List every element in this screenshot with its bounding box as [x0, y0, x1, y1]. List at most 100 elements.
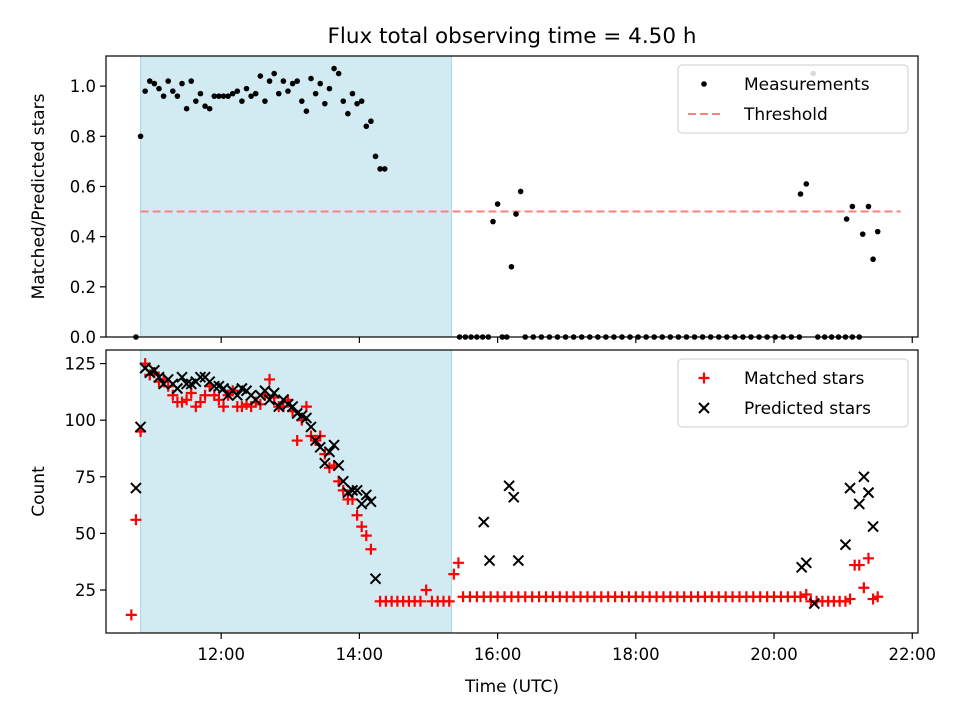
predicted-stars-point — [808, 597, 821, 610]
measurements-point — [381, 166, 388, 172]
y-tick-label: 0.6 — [70, 177, 96, 196]
measurements-point — [490, 218, 496, 225]
measurements-point — [322, 100, 328, 107]
measurements-point — [372, 153, 379, 160]
measurements-point — [266, 78, 273, 84]
measurements-point — [170, 88, 176, 94]
y-tick-label: 0.8 — [70, 127, 96, 146]
matched-stars-point — [365, 543, 377, 555]
matched-stars-point — [217, 401, 229, 413]
measurements-point — [494, 201, 501, 207]
legend-label: Matched stars — [744, 369, 864, 389]
plot-frame — [105, 55, 919, 338]
predicted-stars-point — [839, 538, 852, 551]
matched-stars-point — [167, 389, 179, 401]
predicted-stars-point — [862, 486, 875, 499]
measurements-point — [508, 263, 515, 270]
predicted-stars-point — [483, 554, 496, 567]
matched-stars-point — [452, 557, 464, 569]
measurements-point — [165, 78, 171, 84]
legend-label: Measurements — [744, 75, 870, 95]
predicted-stars-point — [300, 412, 313, 424]
predicted-stars-point — [259, 385, 271, 397]
predicted-stars-point — [508, 491, 520, 503]
measurements-point — [225, 93, 231, 99]
measurements-point — [234, 88, 241, 94]
y-tick-label: 1.0 — [70, 77, 96, 96]
measurements-point — [308, 75, 314, 82]
predicted-stars-point — [231, 389, 244, 401]
y-tick-label: 0.0 — [70, 328, 96, 347]
predicted-stars-point — [309, 434, 322, 447]
x-axis-label: Time (UTC) — [464, 677, 559, 697]
predicted-stars-point — [503, 480, 515, 492]
legend: Measurements Threshold — [677, 64, 909, 134]
matched-stars-point — [443, 595, 455, 607]
measurements-point — [257, 73, 264, 79]
measurements-point — [312, 90, 319, 97]
predicted-stars-point — [305, 421, 317, 433]
x-tick-label: 12:00 — [197, 645, 245, 664]
measurements-point — [345, 110, 351, 117]
y-tick-label: 100 — [65, 411, 97, 430]
measurements-point — [377, 166, 383, 172]
measurements-point — [248, 93, 254, 99]
predicted-stars-point — [867, 520, 879, 533]
measurements-point — [331, 65, 337, 72]
measurements-point — [294, 78, 300, 84]
measurements-point — [179, 80, 185, 87]
matched-stars-point — [853, 559, 865, 571]
measurements-point — [349, 90, 356, 97]
measurements-point — [363, 123, 370, 130]
predicted-stars-point — [208, 380, 220, 392]
matched-stars-point — [199, 389, 211, 401]
predicted-stars-point — [355, 498, 368, 510]
predicted-stars-point — [286, 400, 299, 413]
predicted-stars-point — [171, 382, 184, 395]
matched-stars-point — [194, 396, 206, 408]
y-tick-label: 125 — [65, 355, 97, 374]
predicted-stars-point — [273, 400, 285, 413]
measurements-point — [285, 88, 291, 94]
measurements-point — [303, 108, 310, 114]
predicted-stars-point — [314, 441, 326, 454]
measurements-point — [326, 85, 333, 92]
predicted-stars-point — [217, 382, 230, 395]
predicted-stars-point — [360, 489, 373, 501]
measurements-point — [517, 188, 524, 195]
predicted-stars-point — [512, 554, 525, 567]
observing-window-shade — [140, 55, 453, 338]
matched-stars-point — [800, 589, 812, 601]
measurements-point — [859, 231, 866, 237]
measurements-point — [340, 98, 347, 104]
measurements-point — [239, 98, 245, 104]
y-tick-label: 0.4 — [70, 228, 96, 247]
predicted-stars-point — [337, 475, 349, 488]
measurements-point — [874, 228, 881, 235]
predicted-stars-point — [319, 457, 331, 469]
legend: Matched stars Predicted stars — [677, 358, 909, 428]
plot-frame — [105, 349, 919, 634]
predicted-stars-point — [134, 421, 147, 433]
measurements-point — [275, 90, 282, 97]
measurements-point — [216, 93, 222, 99]
matched-stars-point — [448, 568, 460, 580]
legend-marker — [698, 402, 710, 414]
measurements-point — [188, 78, 195, 84]
measurements-point — [317, 80, 324, 87]
predicted-stars-point — [800, 557, 812, 569]
measurements-point — [803, 181, 810, 187]
predicted-stars-point — [351, 484, 363, 497]
predicted-stars-point — [180, 378, 193, 390]
measurements-point — [335, 70, 342, 77]
predicted-stars-point — [176, 371, 188, 383]
measurements-point — [137, 133, 144, 140]
matched-stars-point — [862, 552, 874, 564]
predicted-stars-point — [346, 484, 359, 497]
measurements-point — [358, 98, 365, 104]
measurements-point — [146, 78, 153, 84]
measurements-point — [513, 211, 519, 217]
matched-stars-point — [130, 514, 142, 526]
x-tick-label: 22:00 — [888, 645, 936, 664]
